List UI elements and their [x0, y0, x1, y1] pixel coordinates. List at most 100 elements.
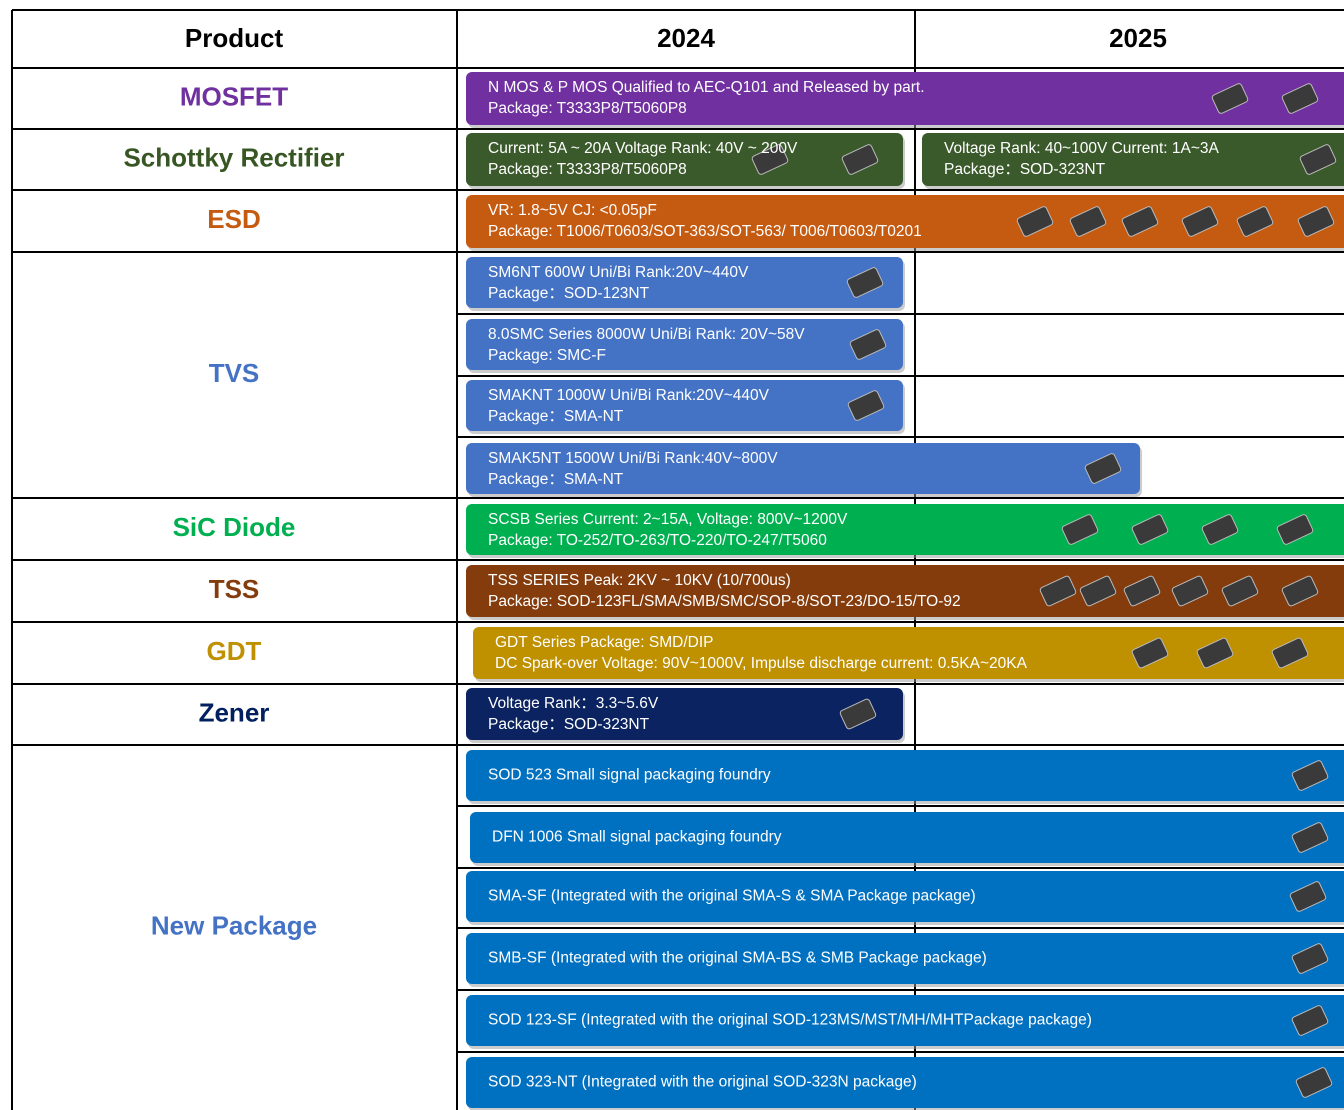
product-label: MOSFET [180, 81, 288, 111]
roadmap-bar: 8.0SMC Series 8000W Uni/Bi Rank: 20V~58V… [466, 319, 905, 373]
product-label: Zener [199, 697, 270, 727]
roadmap-bar: SMAKNT 1000W Uni/Bi Rank:20V~440V Package… [466, 380, 905, 434]
package-icon [1295, 1067, 1333, 1098]
package-icon [1181, 206, 1219, 237]
package-icon [1084, 453, 1122, 484]
roadmap-bar: GDT Series Package: SMD/DIP DC Spark-over… [473, 627, 1344, 682]
package-icon [1131, 514, 1169, 545]
header-year: 2024 [657, 23, 715, 53]
bar-text: Package: SMC-F [488, 347, 606, 364]
roadmap-bar: SM6NT 600W Uni/Bi Rank:20V~440V Package：S… [466, 257, 905, 311]
bar-text: SOD 523 Small signal packaging foundry [488, 767, 771, 784]
package-icon [1123, 575, 1161, 607]
bar-text: Package: T1006/T0603/SOT-363/SOT-563/ T0… [488, 223, 922, 240]
bar [466, 133, 903, 186]
product-label: SiC Diode [173, 512, 296, 542]
bar [466, 995, 1344, 1046]
bar-text: SM6NT 600W Uni/Bi Rank:20V~440V [488, 264, 749, 281]
roadmap-bar: DFN 1006 Small signal packaging foundry [470, 812, 1344, 866]
bar-text: SOD 123-SF (Integrated with the original… [488, 1012, 1092, 1029]
product-label: GDT [207, 636, 262, 666]
bar-text: SMAKNT 1000W Uni/Bi Rank:20V~440V [488, 387, 770, 404]
roadmap-bar: SOD 323-NT (Integrated with the original… [466, 1057, 1344, 1110]
bar [466, 257, 903, 308]
product-label: TVS [209, 358, 260, 388]
bar-text: Package：SOD-123NT [488, 285, 650, 302]
bar [470, 812, 1344, 863]
roadmap-bar: VR: 1.8~5V CJ: <0.05pF Package: T1006/T06… [466, 195, 1344, 251]
bar-text: DC Spark-over Voltage: 90V~1000V, Impuls… [495, 655, 1028, 672]
bar [466, 688, 903, 740]
package-icon [849, 329, 887, 360]
bar-text: DFN 1006 Small signal packaging foundry [492, 829, 782, 846]
package-icon [1211, 83, 1249, 114]
package-icon [847, 390, 885, 421]
bar [466, 72, 1344, 125]
package-icon [1297, 206, 1335, 237]
header-product: Product [185, 23, 284, 53]
roadmap-bar: SMAK5NT 1500W Uni/Bi Rank:40V~800V Packag… [466, 443, 1142, 497]
bar [466, 319, 903, 370]
package-icon [1171, 575, 1209, 607]
bar [466, 565, 1344, 617]
roadmap-bar: SMB-SF (Integrated with the original SMA… [466, 933, 1344, 987]
header-year: 2025 [1109, 23, 1167, 53]
bar-text: SMA-SF (Integrated with the original SMA… [488, 888, 976, 905]
roadmap-bar: SOD 523 Small signal packaging foundry [466, 750, 1344, 804]
bar-text: Package：SMA-NT [488, 471, 624, 488]
package-icon [1299, 144, 1337, 175]
product-label: ESD [207, 204, 260, 234]
bar [466, 1057, 1344, 1108]
product-label: TSS [209, 574, 260, 604]
bar-text: 8.0SMC Series 8000W Uni/Bi Rank: 20V~58V [488, 326, 805, 343]
package-icon [1236, 206, 1274, 237]
bar-text: Package: TO-252/TO-263/TO-220/TO-247/T50… [488, 532, 827, 549]
bar-text: SCSB Series Current: 2~15A, Voltage: 800… [488, 511, 848, 528]
bar-text: N MOS & P MOS Qualified to AEC-Q101 and … [488, 79, 925, 96]
package-icon [1016, 206, 1054, 237]
package-icon [1291, 1005, 1329, 1036]
roadmap-bar: Current: 5A ~ 20A Voltage Rank: 40V ~ 20… [466, 133, 905, 189]
package-icon [1291, 822, 1329, 853]
bar-text: SMB-SF (Integrated with the original SMA… [488, 950, 987, 967]
package-icon [751, 144, 789, 175]
roadmap-bar: SCSB Series Current: 2~15A, Voltage: 800… [466, 504, 1344, 558]
bar-text: Package: SOD-123FL/SMA/SMB/SMC/SOP-8/SOT… [488, 593, 961, 610]
roadmap-bar: N MOS & P MOS Qualified to AEC-Q101 and … [466, 72, 1344, 128]
grid [11, 9, 1344, 1110]
bar-text: Voltage Rank: 40~100V Current: 1A~3A [944, 140, 1220, 157]
package-icon [1039, 575, 1077, 607]
package-icon [1281, 83, 1319, 114]
bar-text: Package: T3333P8/T5060P8 [488, 161, 687, 178]
package-icon [1289, 881, 1327, 912]
product-label: Schottky Rectifier [123, 142, 344, 172]
package-icon [1131, 637, 1169, 669]
bar [466, 504, 1344, 555]
package-icon [841, 144, 879, 175]
package-icon [1221, 575, 1259, 607]
bar [466, 380, 903, 431]
bar-text: Voltage Rank：3.3~5.6V [488, 695, 659, 712]
package-icon [1069, 206, 1107, 237]
bar-text: TSS SERIES Peak: 2KV ~ 10KV (10/700us) [488, 572, 791, 589]
bar [466, 933, 1344, 984]
bar-text: Package：SOD-323NT [488, 716, 650, 733]
package-icon [1291, 943, 1329, 974]
package-icon [1271, 637, 1309, 669]
roadmap-bar: TSS SERIES Peak: 2KV ~ 10KV (10/700us) Pa… [466, 565, 1344, 620]
bar [466, 871, 1344, 922]
roadmap-bar: Voltage Rank：3.3~5.6V Package：SOD-323NT [466, 688, 905, 743]
package-icon [1079, 575, 1117, 607]
package-icon [846, 267, 884, 298]
bar-text: VR: 1.8~5V CJ: <0.05pF [488, 202, 657, 219]
package-icon [839, 698, 877, 730]
bar [473, 627, 1344, 679]
bar-text: Package：SOD-323NT [944, 161, 1106, 178]
bar-text: Current: 5A ~ 20A Voltage Rank: 40V ~ 20… [488, 140, 798, 157]
bar-text: Package：SMA-NT [488, 408, 624, 425]
package-icon [1291, 760, 1329, 791]
bar [466, 195, 1344, 248]
bar [922, 133, 1344, 186]
